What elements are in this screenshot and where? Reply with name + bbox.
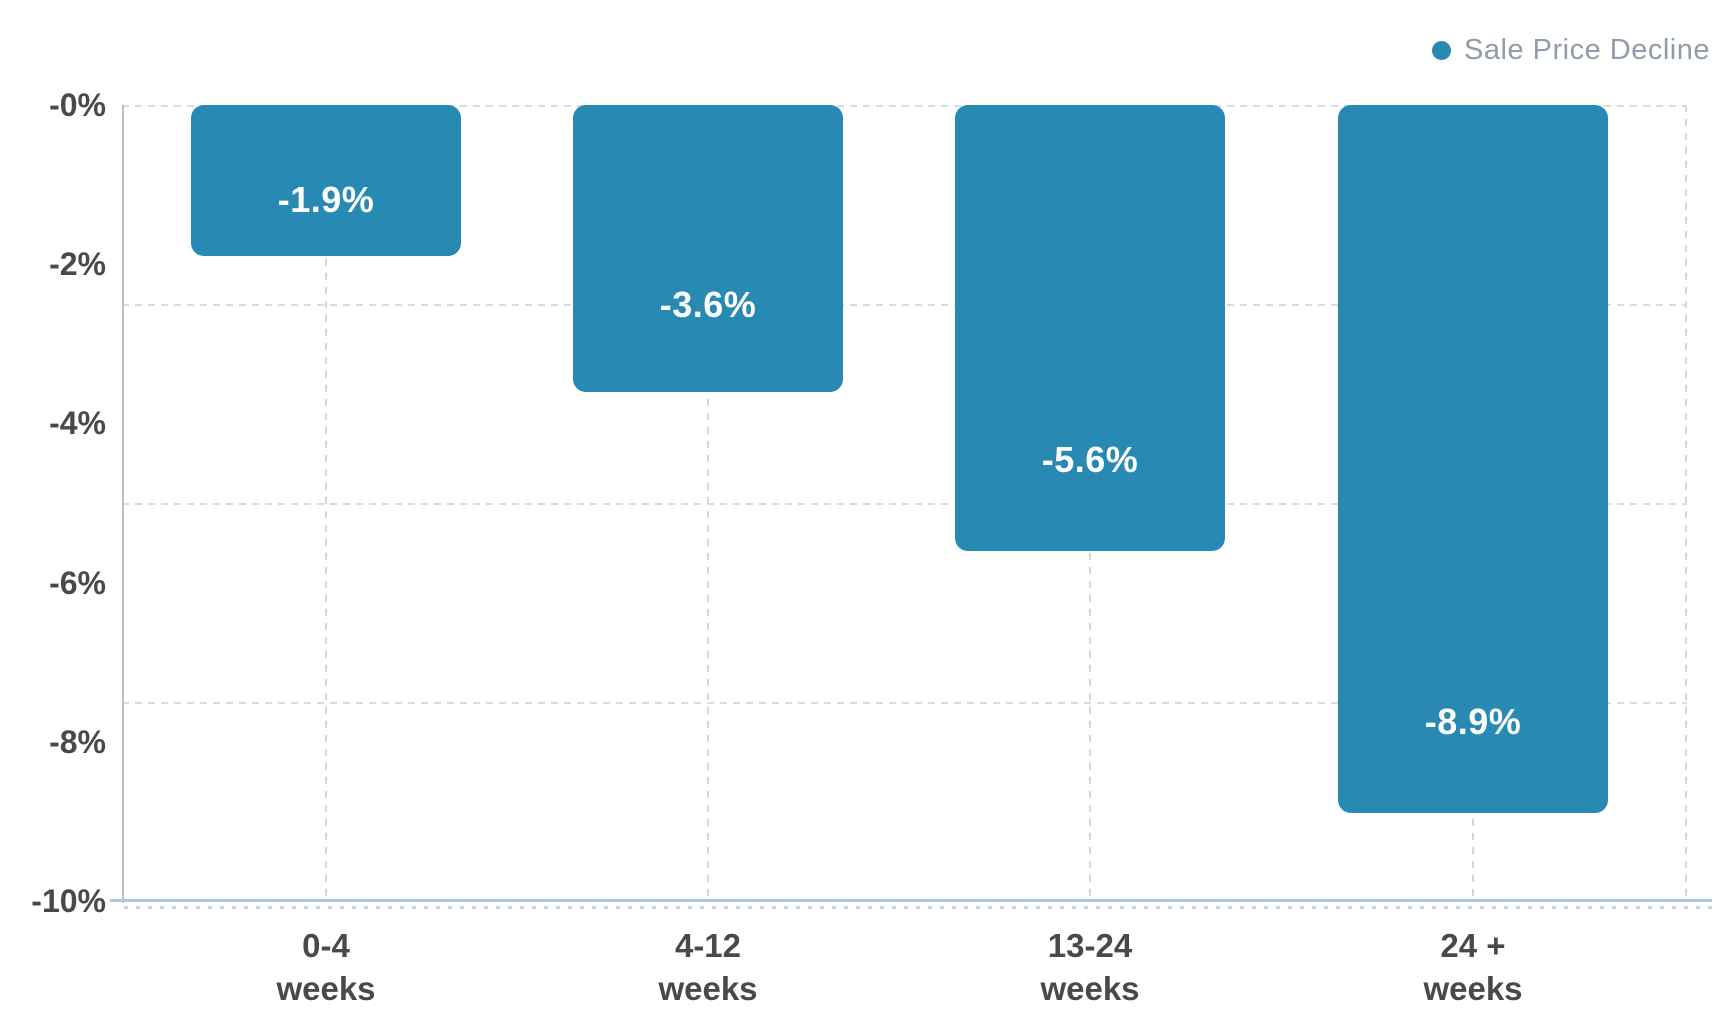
bar-value-label: -1.9% [277,179,375,220]
y-tick-label: -6% [49,565,106,601]
legend-label: Sale Price Decline [1464,33,1710,66]
y-axis-line [122,105,124,903]
horizontal-gridline [122,304,1687,306]
plot-area: -1.9% -3.6% -5.6% -8.9% [110,105,1712,909]
bar-value-label: -3.6% [659,284,757,325]
y-tick-label: -0% [49,87,106,123]
x-category-label-line: weeks [276,970,376,1007]
x-category-label-line: weeks [1423,970,1523,1007]
x-category-label-line: weeks [658,970,758,1007]
x-category-label-line: 24 + [1440,927,1506,964]
y-tick-label: -4% [49,405,106,441]
x-category-label-line: 4-12 [674,927,742,964]
horizontal-gridline [122,105,1687,107]
bar-24-+-weeks[interactable]: -8.9% [1338,105,1608,813]
x-category-label-line: 13-24 [1047,927,1133,964]
category-gridline [325,105,327,901]
y-tick-label: -8% [49,724,106,760]
x-axis-dotted-line [124,906,1712,909]
y-tick-label: -10% [31,883,106,919]
legend-item[interactable]: Sale Price Decline [1432,30,1710,70]
category-gridline [707,105,709,901]
x-category-label-line: 0-4 [302,927,350,964]
y-axis-tick-labels: -0% -2% -4% -6% -8% -10% [0,87,106,919]
bar-13-24-weeks[interactable]: -5.6% [955,105,1225,551]
horizontal-gridline [122,702,1687,704]
horizontal-gridline [122,503,1687,505]
x-category-label: 24 + weeks [1323,924,1623,1010]
x-category-label-line: weeks [1040,970,1140,1007]
x-category-label: 13-24 weeks [940,924,1240,1010]
bar-0-4-weeks[interactable]: -1.9% [191,105,461,256]
legend-dot-icon [1432,40,1452,60]
y-tick-label: -2% [49,246,106,282]
bar-value-label: -5.6% [1041,439,1139,480]
x-category-label: 4-12 weeks [558,924,858,1010]
bar-value-label: -8.9% [1424,701,1522,742]
bar-4-12-weeks[interactable]: -3.6% [573,105,843,392]
x-axis-category-labels: 0-4 weeks 4-12 weeks 13-24 weeks 24 + weeks [122,924,1687,1024]
x-axis-line [110,899,1712,902]
x-category-label: 0-4 weeks [176,924,476,1010]
